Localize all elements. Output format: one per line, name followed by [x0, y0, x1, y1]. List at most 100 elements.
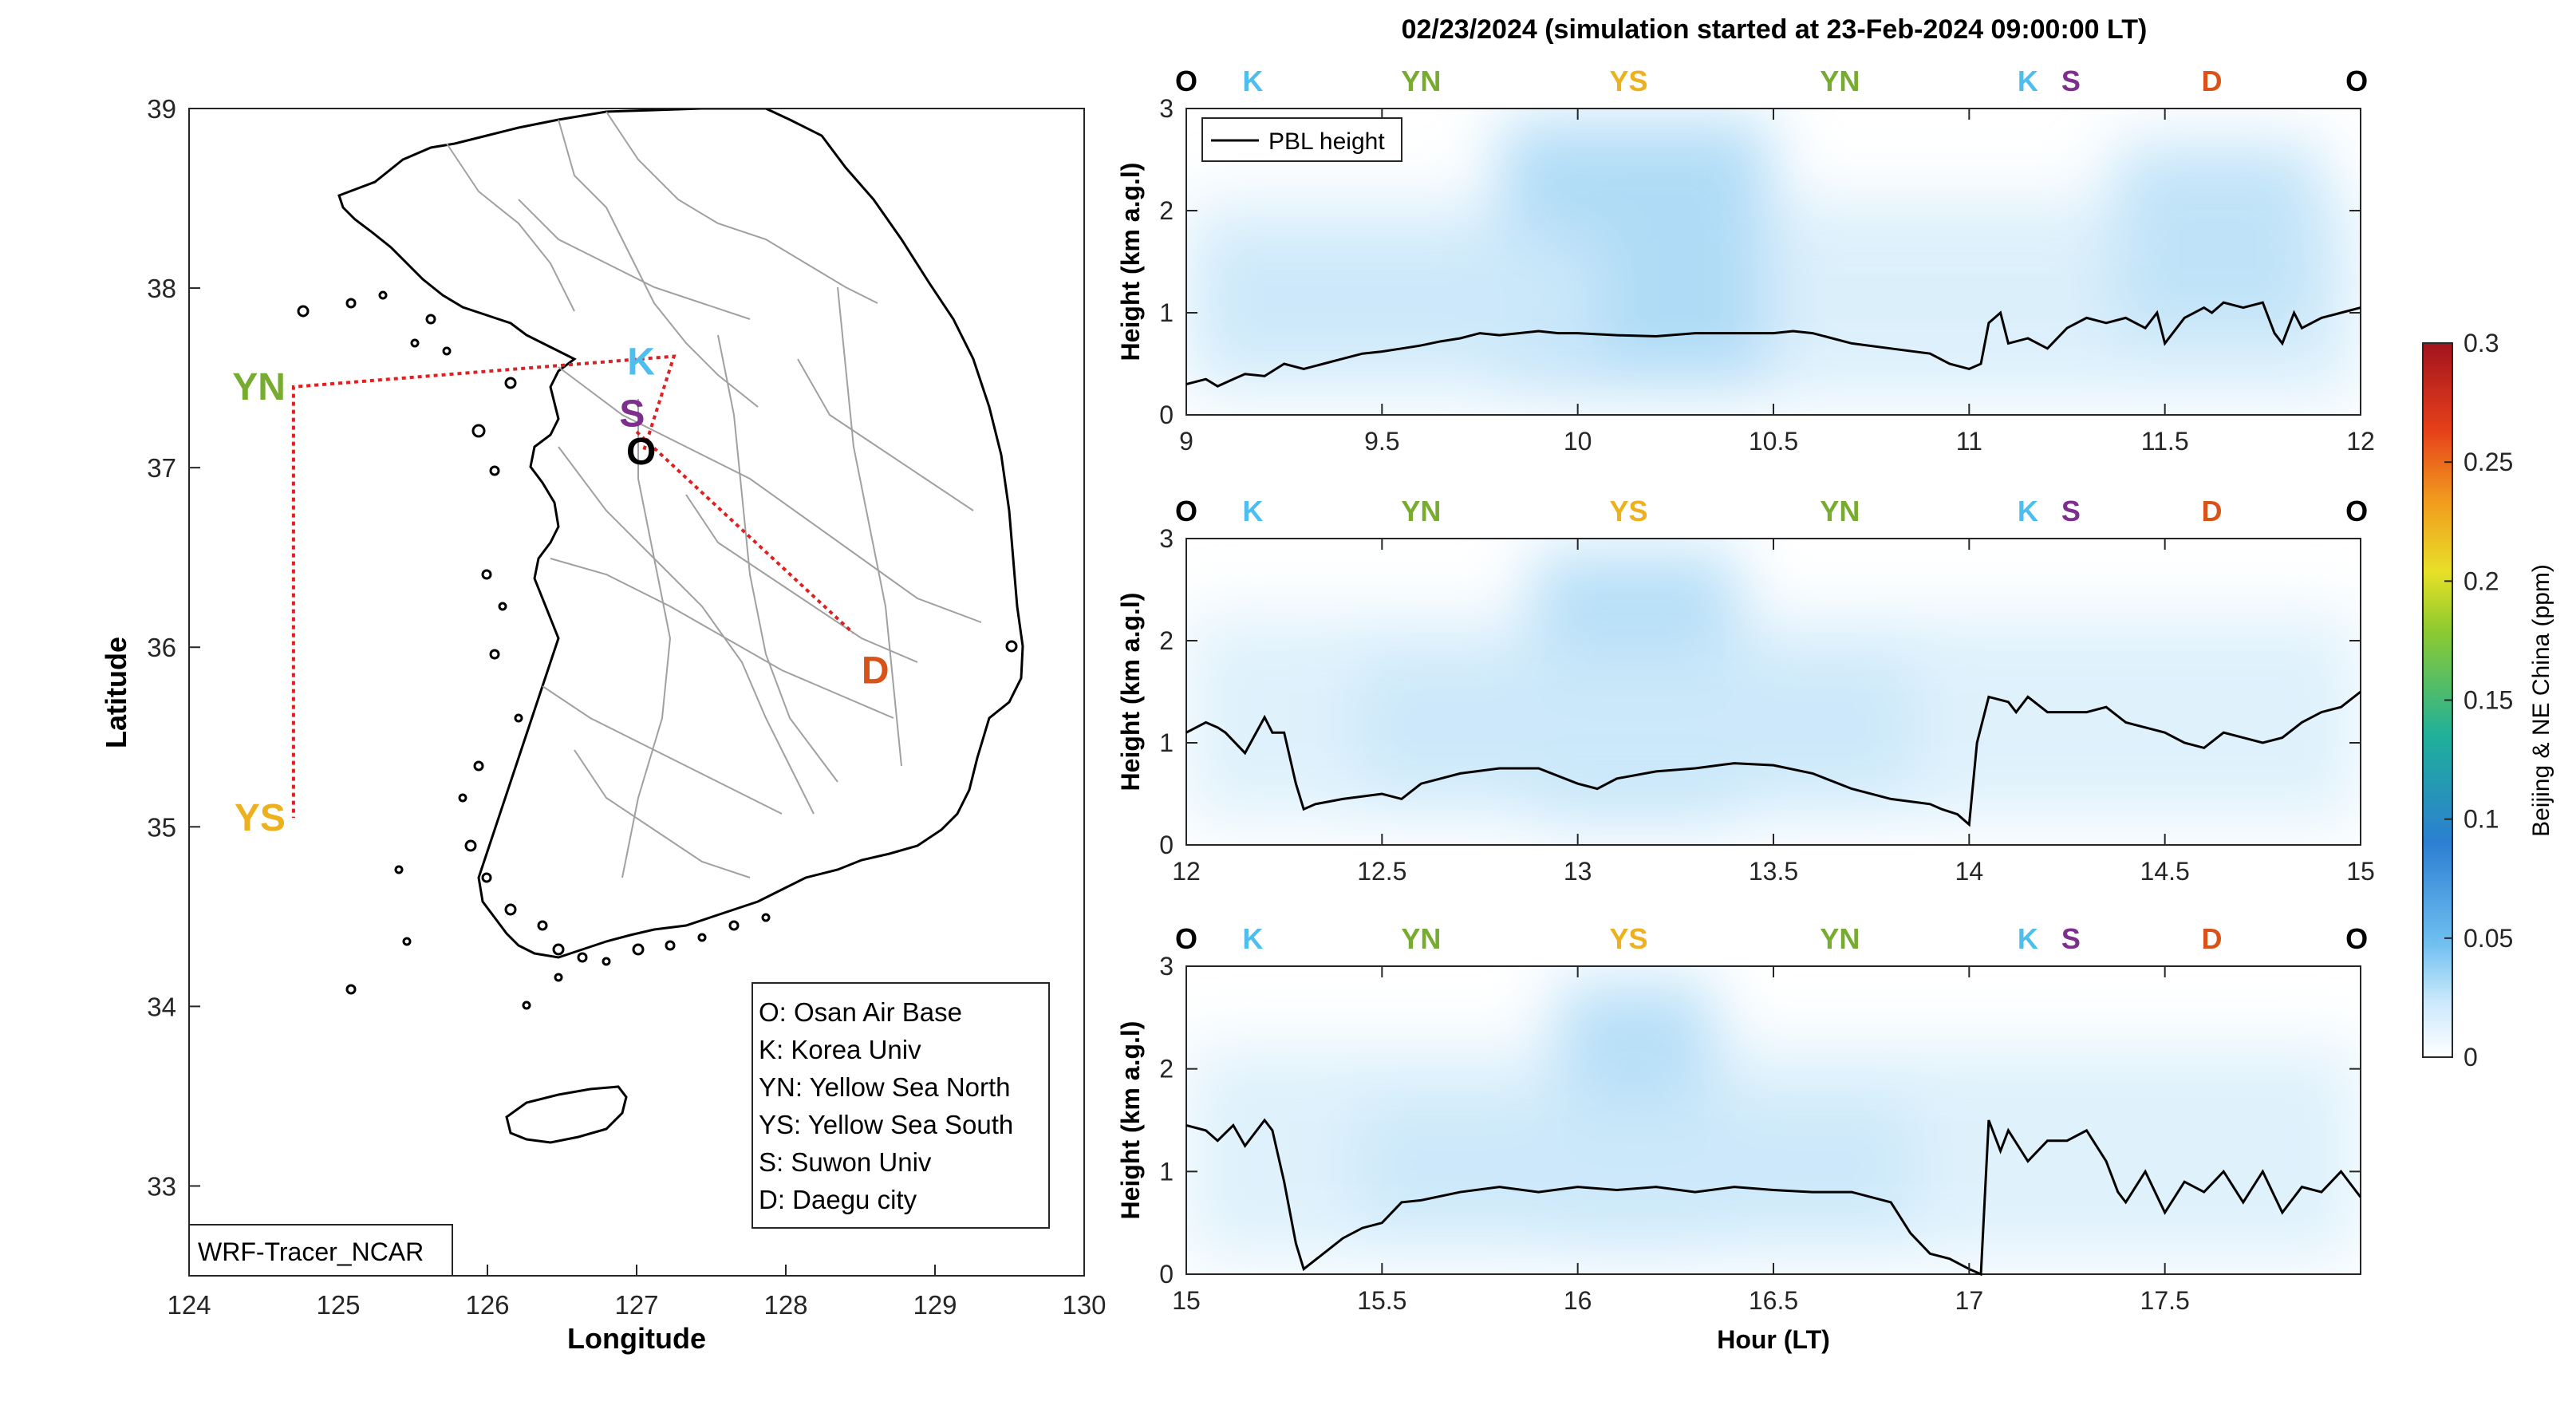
map-x-tick-label: 124: [167, 1290, 211, 1320]
site-label-yn: YN: [1401, 922, 1441, 955]
map-route: [291, 354, 854, 819]
ulleung-island: [1005, 640, 1018, 653]
y-tick-label: 2: [1159, 1055, 1174, 1083]
site-legend-item: O: Osan Air Base: [759, 997, 962, 1027]
x-tick-label: 16.5: [1749, 1286, 1798, 1315]
map-site-labels: O KS YN YS D: [232, 341, 889, 839]
site-legend-item: K: Korea Univ: [759, 1035, 921, 1064]
y-tick-label: 0: [1159, 1260, 1174, 1289]
site-label-k: K: [1242, 495, 1263, 527]
site-label-yn: YN: [1820, 495, 1860, 527]
colorbar-tick-label: 0: [2464, 1043, 2478, 1072]
map-y-ticks: 33 34 35 36 37 38 39: [147, 94, 200, 1201]
site-label-ys: YS: [1609, 922, 1647, 955]
panel-1-y-axis-label: Height (km a.g.l): [1116, 163, 1145, 361]
site-label-k: K: [2018, 495, 2038, 527]
model-stamp-text: WRF-Tracer_NCAR: [198, 1237, 424, 1266]
map-x-tick-label: 125: [316, 1290, 360, 1320]
x-tick-label: 10: [1564, 427, 1592, 456]
x-tick-label: 14.5: [2140, 857, 2190, 886]
x-tick-label: 15: [2346, 857, 2375, 886]
x-tick-label: 9: [1179, 427, 1193, 456]
site-label-d: D: [2202, 922, 2223, 955]
site-legend: O: Osan Air Base K: Korea Univ YN: Yello…: [751, 982, 1050, 1229]
map-y-tick-label: 39: [147, 94, 176, 124]
model-stamp: WRF-Tracer_NCAR: [188, 1224, 453, 1277]
flight-route-line: [635, 430, 854, 634]
colorbar: 0 0.05 0.1 0.15 0.2 0.25 0.3 Beijing & NE Chin…: [2422, 329, 2554, 1072]
korea-map-shapes: [297, 109, 1024, 1144]
colorbar-tick-label: 0.05: [2464, 924, 2513, 953]
figure-title: 02/23/2024 (simulation started at 23-Feb…: [1402, 14, 2148, 45]
site-label-k: K: [2018, 922, 2038, 955]
pbl-line: [1185, 301, 2361, 388]
site-label-o: O: [1175, 495, 1197, 527]
site-legend-item: YS: Yellow Sea South: [759, 1110, 1013, 1139]
tracer-shading-2: [1186, 551, 2361, 822]
y-tick-label: 0: [1159, 831, 1174, 859]
colorbar-tick-label: 0.2: [2464, 566, 2499, 595]
y-tick-label: 2: [1159, 626, 1174, 655]
admin-boundaries: [446, 111, 982, 878]
y-tick-label: 1: [1159, 728, 1174, 757]
site-label-d: D: [2202, 65, 2223, 97]
site-label-k: K: [2018, 65, 2038, 97]
site-label-o: O: [1175, 65, 1197, 97]
y-tick-label: 0: [1159, 401, 1174, 429]
colorbar-tick-label: 0.15: [2464, 686, 2513, 715]
site-legend-item: S: Suwon Univ: [759, 1147, 932, 1177]
x-tick-label: 12: [2346, 427, 2375, 456]
y-tick-label: 3: [1159, 524, 1174, 553]
site-label-k: K: [1242, 65, 1263, 97]
panel-3-axes: 15 15.5 16 16.5 17 17.5 0 1 2 3: [1159, 952, 2361, 1315]
site-label-s: S: [2061, 65, 2081, 97]
map-site-label-ys: YS: [235, 797, 286, 839]
site-label-ys: YS: [1609, 65, 1647, 97]
map-y-tick-label: 34: [147, 992, 176, 1021]
site-label-d: D: [2202, 495, 2223, 527]
jeju-island: [505, 1085, 628, 1144]
site-label-s: S: [2061, 495, 2081, 527]
map-x-tick-label: 127: [614, 1290, 658, 1320]
site-label-s: S: [2061, 922, 2081, 955]
y-tick-label: 1: [1159, 298, 1174, 327]
map-y-axis-label: Latitude: [100, 637, 132, 748]
x-tick-label: 15.5: [1357, 1286, 1406, 1315]
map-site-label-k: K: [627, 341, 655, 383]
pbl-line: [1185, 1118, 2362, 1277]
map-x-tick-label: 130: [1062, 1290, 1106, 1320]
coastal-islands: [297, 290, 771, 1010]
pbl-legend: PBL height: [1201, 117, 1402, 162]
x-tick-label: 9.5: [1364, 427, 1399, 456]
colorbar-tick-label: 0.3: [2464, 329, 2499, 357]
site-label-yn: YN: [1401, 65, 1441, 97]
flight-route-line: [291, 354, 677, 819]
colorbar-tick-label: 0.1: [2464, 805, 2499, 834]
map-x-axis-label: Longitude: [567, 1322, 706, 1355]
x-tick-label: 11: [1956, 427, 1982, 456]
x-tick-label: 15: [1172, 1286, 1201, 1315]
site-label-ys: YS: [1609, 495, 1647, 527]
colorbar-label: Beijing & NE China (ppm): [2528, 564, 2554, 837]
x-tick-label: 12: [1172, 857, 1201, 886]
site-label-o: O: [1175, 922, 1197, 955]
panel-3-x-axis-label: Hour (LT): [1717, 1325, 1830, 1354]
x-tick-label: 13.5: [1749, 857, 1798, 886]
panel-2-site-labels: O K YN YS YN K S D O: [1175, 495, 2368, 527]
y-tick-label: 3: [1159, 952, 1174, 981]
map-y-tick-label: 38: [147, 274, 176, 303]
x-tick-label: 11.5: [2141, 427, 2189, 456]
map-site-label-o: O: [626, 431, 656, 473]
site-label-o: O: [2345, 495, 2368, 527]
site-label-yn: YN: [1401, 495, 1441, 527]
map-x-tick-label: 129: [913, 1290, 957, 1320]
x-tick-label: 17: [1955, 1286, 1984, 1315]
site-label-o: O: [2345, 922, 2368, 955]
panel-1-site-labels: O K YN YS YN K S D O: [1175, 65, 2368, 97]
